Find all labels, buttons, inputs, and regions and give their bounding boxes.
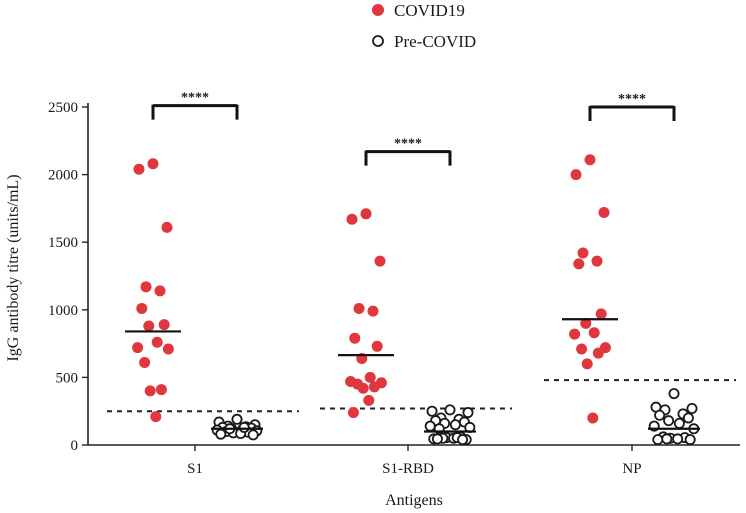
covid19-point [360, 208, 372, 220]
covid19-point [371, 340, 383, 352]
y-tick-label: 1000 [48, 303, 78, 319]
legend-marker-pre-covid [372, 35, 384, 47]
y-tick-label: 2500 [48, 100, 78, 116]
covid19-point [595, 308, 607, 320]
pre-covid-point [431, 433, 443, 445]
covid19-point [374, 255, 386, 267]
covid19-point [592, 347, 604, 359]
covid19-point [591, 255, 603, 267]
covid19-point [140, 281, 152, 293]
significance-label: **** [394, 137, 422, 152]
y-tick-label: 500 [56, 370, 79, 386]
covid19-point [136, 302, 148, 314]
pre-covid-point [457, 434, 469, 446]
covid19-point [357, 382, 369, 394]
covid19-point [139, 357, 151, 369]
y-tick-label: 0 [71, 438, 79, 454]
x-tick-label: S1-RBD [382, 461, 434, 477]
axes: 0 500 1000 1500 2000 2500 S1 S1-RBD NP [48, 100, 740, 477]
pre-covid-point [652, 434, 664, 446]
legend-label: COVID19 [394, 1, 465, 20]
mean-lines [125, 318, 700, 433]
pre-covid-point [449, 419, 461, 431]
covid19-point [161, 221, 173, 233]
covid19-point [367, 305, 379, 317]
covid19-point [581, 358, 593, 370]
pre-covid-point [426, 405, 438, 417]
x-tick-label: NP [622, 461, 641, 477]
covid19-point [353, 302, 365, 314]
significance-label: **** [181, 91, 209, 106]
covid19-point [349, 332, 361, 344]
significance-label: **** [618, 92, 646, 107]
legend: COVID19 Pre-COVID [372, 1, 476, 51]
covid19-point [570, 169, 582, 181]
covid19-point [347, 407, 359, 419]
covid19-point [133, 163, 145, 175]
covid19-point [155, 384, 167, 396]
covid19-point [143, 320, 155, 332]
pre-covid-point [462, 407, 474, 419]
covid19-point [144, 385, 156, 397]
covid19-point [154, 285, 166, 297]
pre-covid-point [686, 402, 698, 414]
legend-marker-covid19 [372, 4, 384, 16]
pre-covid-point [682, 412, 694, 424]
pre-covid-point [654, 409, 666, 421]
covid19-point [588, 327, 600, 339]
covid19-point [346, 213, 358, 225]
pre-covid-point [672, 433, 684, 445]
pre-covid-point [444, 404, 456, 416]
legend-label: Pre-COVID [394, 32, 476, 51]
cutoff-lines [107, 379, 736, 413]
pre-covid-point [424, 420, 436, 432]
pre-covid-point [238, 421, 250, 433]
covid19-point [151, 336, 163, 348]
y-tick-label: 1500 [48, 235, 78, 251]
data-points [132, 154, 700, 446]
covid19-point [363, 394, 375, 406]
pre-covid-point [673, 417, 685, 429]
y-tick-label: 2000 [48, 168, 78, 184]
covid19-point [577, 247, 589, 259]
x-axis-title: Antigens [385, 492, 443, 509]
y-axis-title: IgG antibody titre (units/mL) [5, 174, 22, 361]
covid19-point [132, 342, 144, 354]
covid19-point [162, 343, 174, 355]
pre-covid-point [247, 429, 259, 441]
covid19-point [580, 317, 592, 329]
covid19-point [368, 381, 380, 393]
significance-brackets: **** **** **** [151, 91, 676, 166]
pre-covid-point [661, 433, 673, 445]
covid19-point [584, 154, 596, 166]
covid19-point [150, 411, 162, 423]
pre-covid-point [215, 428, 227, 440]
pre-covid-point [231, 413, 243, 425]
covid19-point [576, 343, 588, 355]
covid19-point [598, 206, 610, 218]
covid19-point [587, 412, 599, 424]
pre-covid-point [668, 388, 680, 400]
covid19-point [364, 371, 376, 383]
pre-covid-point [684, 434, 696, 446]
x-tick-label: S1 [187, 461, 203, 477]
covid19-point [147, 158, 159, 170]
covid19-point [158, 319, 170, 331]
covid19-point [573, 258, 585, 270]
pre-covid-point [663, 415, 675, 427]
covid19-point [569, 328, 581, 340]
